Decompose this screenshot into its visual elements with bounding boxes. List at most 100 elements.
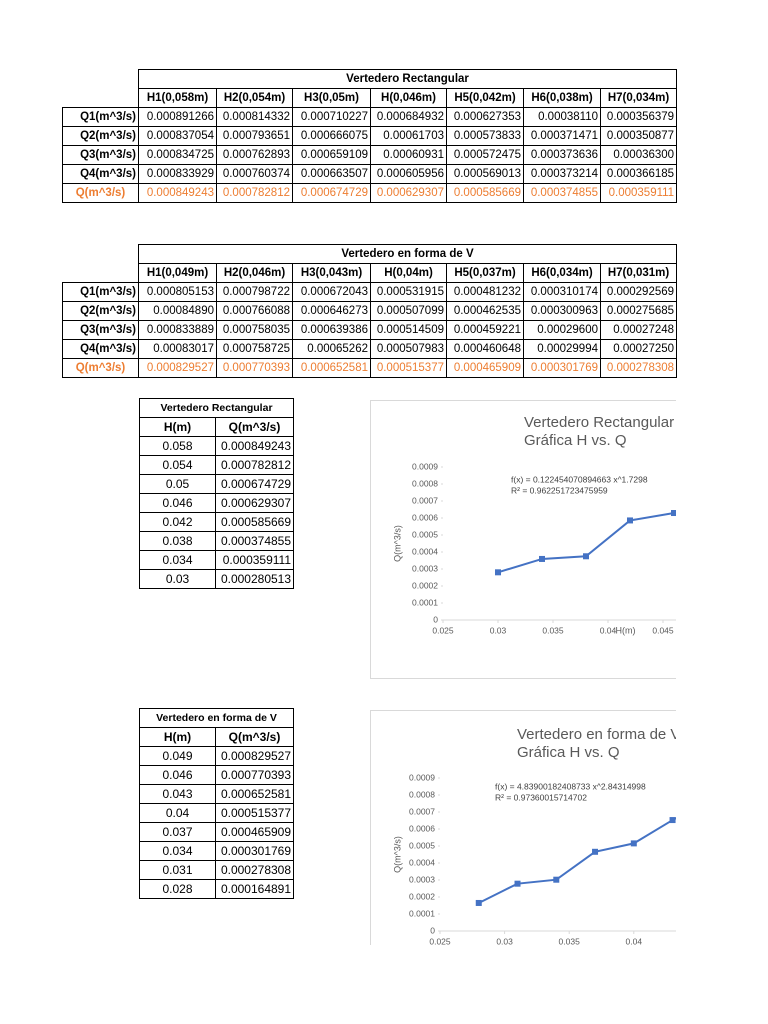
row-header: Q1(m^3/s) (62, 107, 139, 127)
data-row: 0.058 0.000849243 (139, 436, 295, 456)
cell: 0.00029994 (523, 339, 601, 359)
data-table: Vertedero Rectangular H1(0,058m) H2(0,054m… (62, 69, 678, 203)
cell: 0.000569013 (446, 164, 524, 184)
row-header: Q4(m^3/s) (62, 339, 139, 359)
cell: 0.000849243 (214, 436, 295, 456)
chart-subtitle: Gráfica H vs. Q (517, 744, 620, 761)
y-tick-label: 0.0005 (412, 529, 438, 539)
cell: 0.046 (139, 765, 216, 785)
data-point (592, 848, 599, 855)
title-row: Vertedero Rectangular (63, 69, 678, 89)
data-line (478, 817, 676, 904)
column-header: H1(0,058m) (138, 88, 217, 108)
y-tick-label: 0.0005 (409, 840, 435, 850)
cell: 0.000646273 (292, 301, 371, 321)
row-header: Q3(m^3/s) (62, 320, 139, 340)
cell: 0.000652581 (214, 784, 295, 804)
data-row: 0.049 0.000829527 (139, 746, 295, 766)
blank-cell (63, 70, 139, 89)
blank-cell (63, 89, 139, 108)
data-row: Q2(m^3/s) 0.000837054 0.000793651 0.0006660… (62, 126, 678, 146)
y-tick-label: 0.0007 (412, 495, 438, 505)
table-title: Vertedero Rectangular (138, 398, 295, 418)
cell: 0.000359111 (214, 550, 295, 570)
cell: 0.000359111 (599, 183, 678, 203)
cell: 0.000659109 (292, 145, 371, 165)
cell: 0.000350877 (599, 126, 678, 146)
y-tick-label: 0.0001 (409, 908, 435, 918)
data-point (539, 555, 545, 562)
data-point (671, 510, 676, 517)
column-header: H5(0,037m) (446, 263, 524, 283)
data-row: 0.031 0.000278308 (139, 860, 295, 880)
y-tick-label: 0.0002 (412, 580, 438, 590)
data-row: 0.038 0.000374855 (139, 531, 295, 551)
x-tick-label: 0.03 (496, 936, 513, 945)
chart-frame (370, 400, 676, 679)
cell: 0.05 (139, 474, 216, 494)
y-tick-label: 0.0009 (409, 772, 435, 782)
data-line (497, 511, 676, 574)
cell: 0.000515377 (370, 358, 447, 378)
cell: 0.000837054 (138, 126, 217, 146)
cell: 0.000507099 (370, 301, 447, 321)
cell: 0.000891266 (138, 107, 217, 127)
column-header: H3(0,05m) (292, 88, 371, 108)
summary-table: Vertedero en forma de V H(m) Q(m^3/s) 0.049… (138, 708, 295, 899)
cell: 0.000507983 (370, 339, 447, 359)
table-title: Vertedero en forma de V (137, 244, 678, 264)
data-row: Q4(m^3/s) 0.000833929 0.000760374 0.0006635… (62, 164, 678, 184)
cell: 0.000462535 (446, 301, 524, 321)
cell: 0.000515377 (214, 803, 295, 823)
cell: 0.000758035 (216, 320, 293, 340)
cell: 0.000639386 (292, 320, 371, 340)
cell: 0.000374855 (214, 531, 295, 551)
x-tick-label: 0.04 (600, 625, 617, 635)
cell: 0.000798722 (216, 282, 293, 302)
cell: 0.000275685 (599, 301, 678, 321)
title-row: Vertedero en forma de V (63, 244, 678, 264)
cell: 0.000833889 (138, 320, 217, 340)
column-header: H7(0,034m) (599, 88, 678, 108)
annotation: R² = 0.97360015714702 (495, 792, 587, 802)
cell: 0.000310174 (523, 282, 601, 302)
cell: 0.037 (139, 822, 216, 842)
cell: 0.00065262 (292, 339, 371, 359)
y-tick-label: 0.0002 (409, 891, 435, 901)
cell: 0.000766088 (216, 301, 293, 321)
cell: 0.034 (139, 841, 216, 861)
column-header: H7(0,031m) (599, 263, 678, 283)
annotation: R² = 0.962251723475959 (511, 485, 608, 495)
header-row: H1(0,058m) H2(0,054m) H3(0,05m) H(0,046m) H5… (63, 88, 678, 108)
cell: 0.000301769 (214, 841, 295, 861)
column-header: H1(0,049m) (138, 263, 217, 283)
cell: 0.000572475 (446, 145, 524, 165)
cell: 0.000301769 (523, 358, 601, 378)
blank-cell (63, 245, 139, 264)
header-row: H1(0,049m) H2(0,046m) H3(0,043m) H(0,04m) H5… (63, 263, 678, 283)
cell: 0.000481232 (446, 282, 524, 302)
data-row: Q3(m^3/s) 0.000834725 0.000762893 0.0006591… (62, 145, 678, 165)
row-header: Q(m^3/s) (62, 358, 139, 378)
annotation: f(x) = 0.122454070894663 x^1.7298 (511, 474, 648, 484)
data-row: 0.043 0.000652581 (139, 784, 295, 804)
y-tick-label: 0.0003 (409, 874, 435, 884)
y-tick-label: 0.0008 (412, 478, 438, 488)
cell: 0.000684932 (370, 107, 447, 127)
column-header: Q(m^3/s) (214, 417, 295, 437)
data-row: 0.042 0.000585669 (139, 512, 295, 532)
y-axis-label: Q(m^3/s) (392, 525, 402, 562)
data-table: Vertedero en forma de V H1(0,049m) H2(0,04… (62, 244, 678, 378)
cell: 0.000585669 (446, 183, 524, 203)
column-header: H(0,04m) (370, 263, 447, 283)
table-body: Vertedero en forma de V H1(0,049m) H2(0,04… (62, 244, 678, 378)
cell: 0.000782812 (216, 183, 293, 203)
cell: 0.000805153 (138, 282, 217, 302)
x-tick-label: 0.03 (490, 625, 507, 635)
data-row: Q1(m^3/s) 0.000891266 0.000814332 0.0007102… (62, 107, 678, 127)
cell: 0.000834725 (138, 145, 217, 165)
cell: 0.058 (139, 436, 216, 456)
